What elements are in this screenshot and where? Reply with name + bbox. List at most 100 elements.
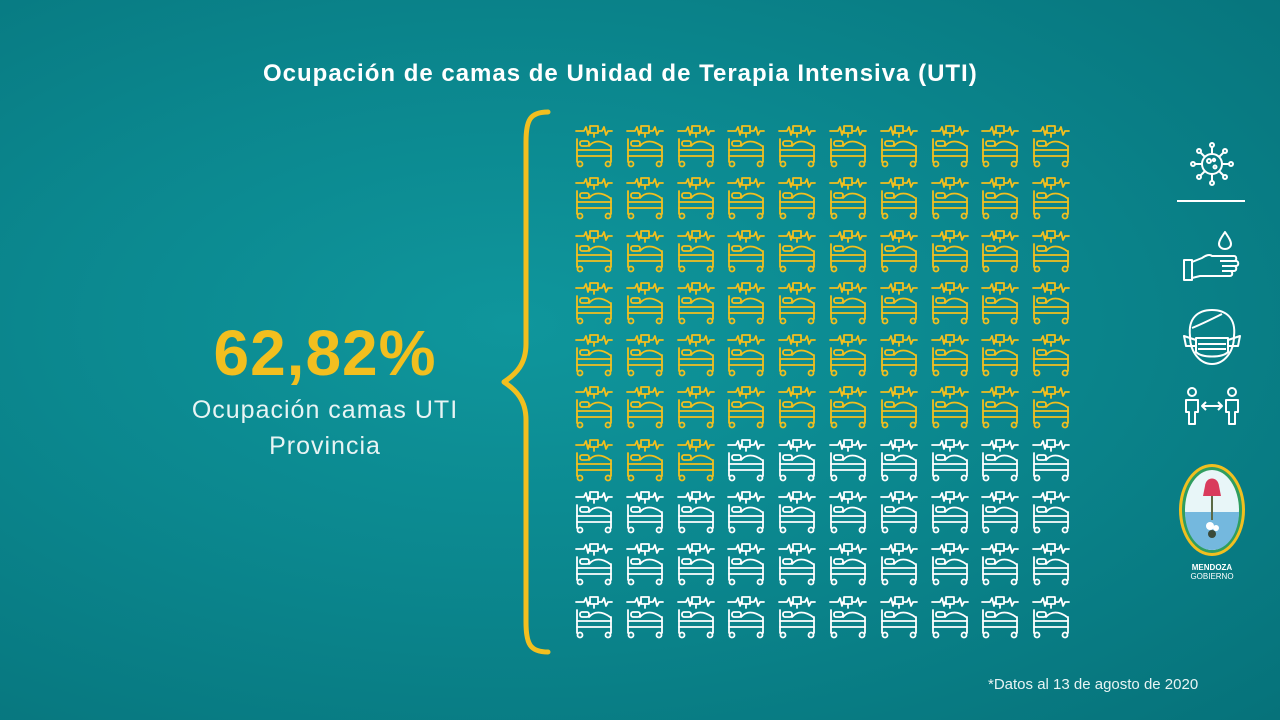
bed-icon-occupied (879, 386, 918, 429)
bed-icon-free (930, 543, 969, 586)
curly-brace (501, 109, 551, 655)
bed-icon-free (778, 543, 817, 586)
bed-icon-free (981, 438, 1020, 482)
bed-icon-free (727, 491, 766, 534)
bed-icon-free (727, 438, 766, 482)
caption-line-2: Provincia (269, 432, 381, 460)
bed-icon-occupied (930, 177, 969, 220)
bed-icon-free (676, 595, 715, 639)
bed-icon-free (778, 491, 817, 534)
bed-icon-free (930, 491, 969, 534)
social-distance-icon (1185, 387, 1239, 425)
bed-icon-occupied (575, 334, 613, 377)
bed-icon-occupied (1032, 125, 1071, 168)
bed-icon-free (778, 438, 817, 482)
bed-icon-occupied (778, 229, 817, 272)
bed-icon-occupied (1032, 229, 1071, 272)
bed-icon-occupied (778, 334, 817, 377)
bed-icon-occupied (575, 229, 613, 272)
bed-icon-occupied (1032, 281, 1071, 325)
bed-icon-occupied (575, 281, 613, 325)
caption-line-1: Ocupación camas UTI (191, 396, 459, 424)
bed-icon-occupied (879, 125, 918, 168)
bed-icon-occupied (676, 229, 715, 272)
bed-icon-occupied (727, 177, 766, 220)
bed-icon-free (981, 595, 1020, 639)
bed-icon-occupied (930, 386, 969, 429)
bed-icon-occupied (1032, 386, 1071, 429)
bed-icon-occupied (778, 281, 817, 325)
bed-icon-free (1032, 595, 1071, 639)
bed-icon-free (879, 491, 918, 534)
bed-icon-occupied (625, 125, 664, 168)
bed-icon-free (625, 595, 664, 639)
bed-icon-occupied (625, 334, 664, 377)
handwash-icon (1183, 231, 1240, 281)
bed-icon-occupied (829, 125, 867, 168)
bed-icon-occupied (727, 281, 766, 325)
bed-icon-occupied (879, 281, 918, 325)
bed-icon-occupied (879, 334, 918, 377)
bed-icon-free (981, 543, 1020, 586)
bed-icon-occupied (778, 125, 817, 168)
bed-icon-free (930, 595, 969, 639)
bed-icon-occupied (879, 177, 918, 220)
bed-icon-occupied (879, 229, 918, 272)
bed-icon-free (829, 543, 867, 586)
bed-icon-free (829, 438, 867, 482)
data-date-footnote: *Datos al 13 de agosto de 2020 (988, 676, 1199, 693)
bed-icon-free (727, 595, 766, 639)
bed-icon-free (575, 595, 613, 639)
bed-icon-occupied (727, 229, 766, 272)
bed-icon-occupied (625, 438, 664, 482)
bed-icon-occupied (727, 334, 766, 377)
bed-icon-occupied (829, 177, 867, 220)
bed-icon-occupied (625, 177, 664, 220)
bed-icon-free (575, 543, 613, 586)
bed-icon-occupied (829, 229, 867, 272)
bed-icon-free (625, 491, 664, 534)
bed-icon-free (1032, 438, 1071, 482)
bed-icon-occupied (727, 386, 766, 429)
bed-icon-free (778, 595, 817, 639)
chart-title: Ocupación de camas de Unidad de Terapia … (263, 60, 978, 87)
bed-icon-occupied (1032, 177, 1071, 220)
bed-icon-occupied (778, 177, 817, 220)
bed-icon-occupied (981, 281, 1020, 325)
bed-icon-occupied (575, 125, 613, 168)
bed-icon-free (930, 438, 969, 482)
bed-icon-occupied (930, 229, 969, 272)
bed-icon-free (676, 543, 715, 586)
bed-icon-free (879, 595, 918, 639)
bed-icon-free (879, 543, 918, 586)
bed-icon-occupied (981, 229, 1020, 272)
bed-icon-occupied (829, 281, 867, 325)
bed-icon-occupied (981, 334, 1020, 377)
bed-icon-occupied (1032, 334, 1071, 377)
bed-icon-free (676, 491, 715, 534)
face-mask-icon (1183, 309, 1241, 365)
bed-icon-occupied (727, 125, 766, 168)
bed-icon-occupied (981, 386, 1020, 429)
bed-icon-occupied (676, 177, 715, 220)
bed-icon-free (879, 438, 918, 482)
bed-icon-occupied (930, 334, 969, 377)
bed-icon-free (727, 543, 766, 586)
bed-icon-free (1032, 491, 1071, 534)
virus-icon (1190, 142, 1234, 186)
occupancy-caption: Ocupación camas UTI Provincia (150, 392, 500, 464)
bed-icon-grid (574, 124, 1071, 639)
logo-text-mendoza: MENDOZA (1191, 563, 1233, 572)
bed-icon-occupied (575, 386, 613, 429)
mendoza-shield-icon (1179, 464, 1245, 556)
bed-icon-occupied (676, 281, 715, 325)
bed-icon-free (829, 491, 867, 534)
bed-icon-occupied (625, 229, 664, 272)
bed-icon-occupied (676, 386, 715, 429)
bed-icon-occupied (778, 386, 817, 429)
bed-icon-occupied (930, 281, 969, 325)
bed-icon-free (1032, 543, 1071, 586)
bed-icon-occupied (981, 125, 1020, 168)
bed-icon-occupied (930, 125, 969, 168)
bed-icon-occupied (676, 125, 715, 168)
